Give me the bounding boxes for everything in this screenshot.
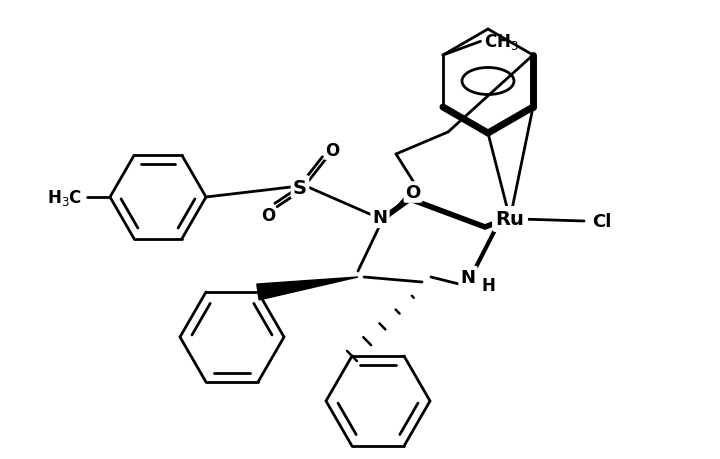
Text: N: N [461, 269, 475, 286]
Text: Ru: Ru [495, 210, 524, 229]
Text: O: O [325, 142, 339, 160]
Text: CH$_3$: CH$_3$ [484, 32, 518, 52]
Text: N: N [372, 208, 387, 226]
Text: O: O [261, 207, 275, 224]
Text: H$_3$C: H$_3$C [47, 188, 82, 207]
Text: H: H [481, 276, 495, 294]
Polygon shape [257, 277, 358, 300]
Text: S: S [293, 178, 307, 197]
Text: Cl: Cl [592, 213, 611, 230]
Text: O: O [405, 184, 420, 202]
